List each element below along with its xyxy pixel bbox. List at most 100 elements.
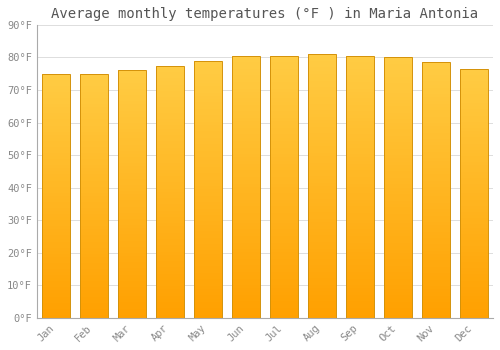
Bar <box>460 237 488 240</box>
Bar <box>118 250 146 253</box>
Bar <box>422 212 450 216</box>
Bar <box>194 116 222 119</box>
Bar <box>80 309 108 312</box>
Bar <box>308 133 336 136</box>
Bar <box>232 56 260 318</box>
Bar <box>422 171 450 174</box>
Bar <box>384 129 412 132</box>
Bar <box>270 197 298 200</box>
Bar <box>156 113 184 116</box>
Bar <box>194 106 222 109</box>
Bar <box>118 228 146 231</box>
Bar <box>422 254 450 257</box>
Bar <box>308 124 336 127</box>
Bar <box>156 198 184 201</box>
Bar <box>42 220 70 223</box>
Bar <box>80 177 108 181</box>
Bar <box>346 183 374 187</box>
Bar <box>270 229 298 233</box>
Bar <box>156 248 184 252</box>
Bar <box>80 147 108 150</box>
Bar <box>80 296 108 300</box>
Bar <box>460 100 488 103</box>
Bar <box>270 252 298 256</box>
Bar <box>232 105 260 108</box>
Bar <box>384 191 412 194</box>
Bar <box>156 91 184 94</box>
Bar <box>308 140 336 143</box>
Bar <box>422 257 450 260</box>
Bar <box>232 308 260 311</box>
Bar <box>384 256 412 259</box>
Bar <box>80 306 108 309</box>
Bar <box>194 315 222 318</box>
Bar <box>460 278 488 280</box>
Bar <box>80 303 108 306</box>
Bar <box>156 245 184 248</box>
Bar <box>232 219 260 223</box>
Bar <box>156 195 184 198</box>
Bar <box>80 74 108 77</box>
Bar <box>232 256 260 259</box>
Bar <box>270 66 298 69</box>
Bar <box>346 112 374 115</box>
Bar <box>232 76 260 79</box>
Bar <box>460 156 488 159</box>
Bar <box>194 131 222 135</box>
Bar <box>42 315 70 318</box>
Bar <box>460 78 488 81</box>
Bar <box>460 265 488 268</box>
Bar <box>422 222 450 225</box>
Bar <box>308 67 336 71</box>
Bar <box>422 264 450 267</box>
Bar <box>460 228 488 231</box>
Bar <box>422 238 450 241</box>
Bar <box>308 84 336 87</box>
Bar <box>346 265 374 269</box>
Bar <box>422 251 450 254</box>
Bar <box>232 115 260 118</box>
Bar <box>270 275 298 279</box>
Bar <box>194 122 222 125</box>
Bar <box>42 306 70 309</box>
Bar <box>308 100 336 104</box>
Bar <box>80 226 108 229</box>
Bar <box>232 154 260 158</box>
Bar <box>422 120 450 123</box>
Bar <box>232 66 260 69</box>
Bar <box>118 309 146 312</box>
Bar <box>460 69 488 318</box>
Bar <box>194 64 222 67</box>
Bar <box>118 132 146 135</box>
Bar <box>270 190 298 194</box>
Bar <box>118 191 146 194</box>
Bar <box>232 167 260 170</box>
Bar <box>80 74 108 318</box>
Bar <box>156 81 184 84</box>
Bar <box>346 315 374 318</box>
Bar <box>42 104 70 107</box>
Bar <box>270 89 298 92</box>
Bar <box>118 200 146 203</box>
Bar <box>232 128 260 131</box>
Bar <box>270 239 298 243</box>
Bar <box>384 305 412 308</box>
Bar <box>156 100 184 103</box>
Bar <box>270 206 298 210</box>
Bar <box>422 107 450 110</box>
Bar <box>80 80 108 83</box>
Bar <box>308 104 336 107</box>
Bar <box>384 93 412 97</box>
Bar <box>384 253 412 256</box>
Bar <box>270 102 298 105</box>
Bar <box>308 305 336 308</box>
Bar <box>156 252 184 255</box>
Bar <box>232 79 260 82</box>
Bar <box>308 285 336 288</box>
Bar <box>270 305 298 308</box>
Bar <box>308 117 336 120</box>
Bar <box>308 255 336 259</box>
Bar <box>384 172 412 175</box>
Bar <box>232 121 260 125</box>
Bar <box>308 156 336 160</box>
